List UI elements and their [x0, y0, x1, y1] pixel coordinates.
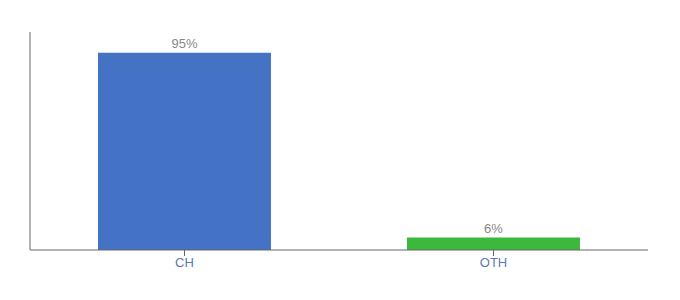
svg-text:6%: 6% [484, 221, 503, 236]
svg-text:95%: 95% [171, 36, 197, 51]
svg-text:CH: CH [175, 255, 194, 270]
svg-text:OTH: OTH [480, 255, 507, 270]
